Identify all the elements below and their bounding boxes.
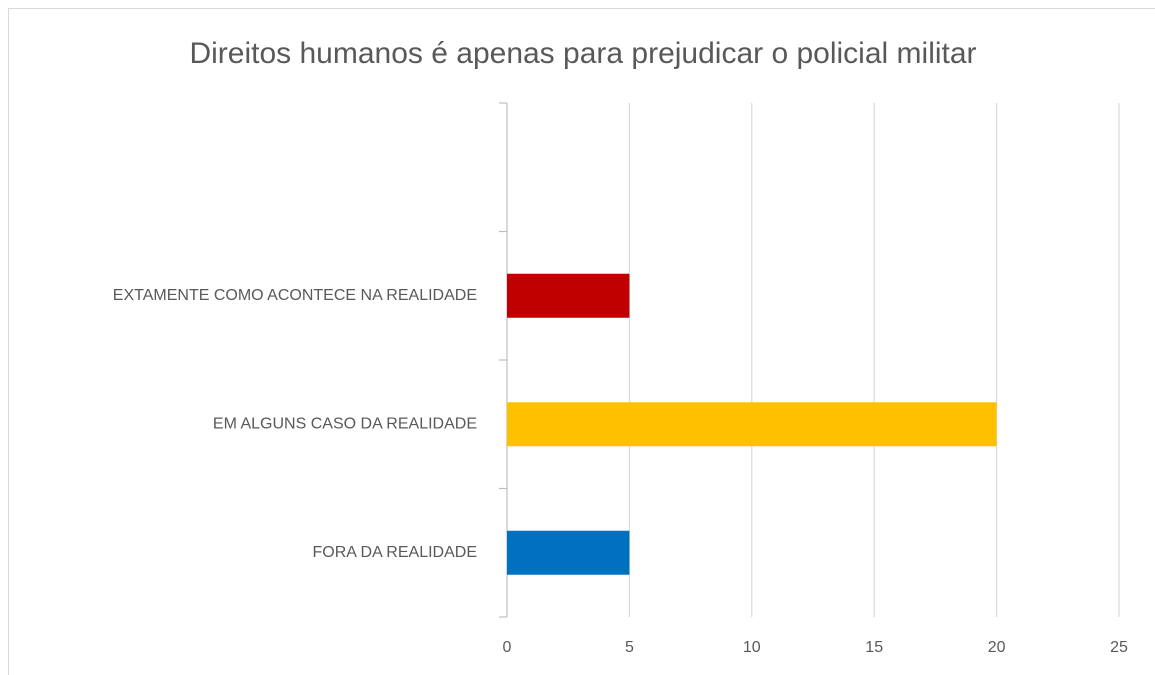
x-tick-label: 5 <box>625 639 634 656</box>
chart-frame <box>8 8 1155 675</box>
x-tick-label: 15 <box>865 639 883 656</box>
y-tick-label: FORA DA REALIDADE <box>313 544 478 561</box>
bar <box>507 530 630 575</box>
bar <box>507 273 630 318</box>
x-tick-label: 10 <box>743 639 761 656</box>
y-tick-label: EXTAMENTE COMO ACONTECE NA REALIDADE <box>113 287 477 304</box>
x-tick-label: 25 <box>1110 639 1128 656</box>
x-tick-label: 0 <box>503 639 512 656</box>
y-tick-label: EM ALGUNS CASO DA REALIDADE <box>213 415 477 432</box>
chart-title: Direitos humanos é apenas para prejudica… <box>189 37 976 70</box>
bar <box>507 402 997 447</box>
x-tick-label: 20 <box>988 639 1006 656</box>
